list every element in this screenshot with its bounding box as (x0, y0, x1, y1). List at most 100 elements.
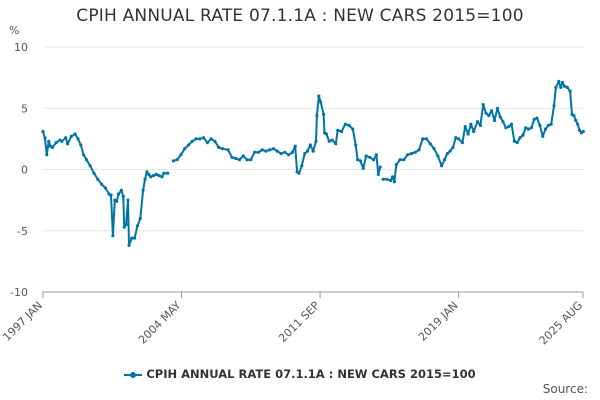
data-point[interactable] (175, 158, 179, 162)
data-point[interactable] (45, 153, 49, 157)
data-point[interactable] (498, 115, 502, 119)
data-point[interactable] (145, 170, 149, 174)
data-point[interactable] (351, 127, 355, 131)
data-point[interactable] (305, 149, 310, 153)
data-point[interactable] (166, 171, 170, 175)
data-point[interactable] (183, 147, 187, 151)
data-point[interactable] (135, 224, 140, 228)
data-point[interactable] (130, 236, 134, 240)
legend[interactable]: CPIH ANNUAL RATE 07.1.1A : NEW CARS 2015… (0, 367, 600, 381)
data-point[interactable] (376, 172, 380, 176)
data-point[interactable] (507, 125, 511, 129)
data-point[interactable] (66, 142, 70, 146)
data-point[interactable] (451, 145, 455, 149)
data-point[interactable] (100, 182, 104, 186)
data-point[interactable] (194, 137, 198, 141)
data-point[interactable] (381, 177, 385, 181)
data-point[interactable] (424, 137, 429, 141)
data-point[interactable] (347, 123, 351, 127)
data-point[interactable] (557, 79, 561, 83)
data-point[interactable] (115, 199, 119, 203)
data-point[interactable] (249, 158, 253, 162)
data-point[interactable] (260, 148, 264, 152)
data-point[interactable] (442, 158, 447, 162)
data-point[interactable] (509, 122, 514, 126)
data-point[interactable] (394, 163, 398, 167)
data-point[interactable] (524, 126, 528, 130)
data-point[interactable] (160, 175, 164, 179)
data-point[interactable] (315, 114, 319, 118)
data-point[interactable] (552, 104, 556, 108)
data-point[interactable] (171, 159, 175, 163)
data-point[interactable] (484, 111, 488, 115)
data-point[interactable] (213, 139, 217, 143)
data-point[interactable] (41, 129, 45, 134)
data-point[interactable] (560, 80, 565, 85)
data-point[interactable] (501, 120, 505, 124)
data-point[interactable] (546, 123, 551, 127)
data-point[interactable] (209, 137, 213, 141)
data-point[interactable] (515, 141, 519, 145)
data-point[interactable] (149, 175, 153, 179)
data-point[interactable] (279, 152, 283, 156)
data-point[interactable] (147, 172, 151, 176)
data-point[interactable] (92, 171, 96, 175)
data-point[interactable] (334, 142, 338, 146)
data-point[interactable] (82, 153, 86, 157)
data-point[interactable] (287, 153, 291, 157)
data-point[interactable] (230, 155, 234, 159)
data-point[interactable] (308, 143, 312, 147)
data-point[interactable] (354, 143, 358, 147)
data-point[interactable] (385, 177, 389, 181)
data-point[interactable] (421, 137, 425, 141)
data-point[interactable] (84, 158, 89, 162)
data-point[interactable] (50, 145, 55, 149)
data-point[interactable] (562, 84, 567, 88)
data-point[interactable] (549, 122, 553, 126)
data-point[interactable] (226, 148, 230, 152)
data-point[interactable] (581, 129, 585, 134)
data-point[interactable] (504, 126, 508, 130)
data-point[interactable] (154, 172, 158, 176)
data-point[interactable] (339, 129, 344, 134)
data-point[interactable] (79, 143, 83, 147)
data-point[interactable] (73, 132, 77, 136)
data-point[interactable] (378, 165, 382, 169)
data-point[interactable] (76, 137, 80, 141)
data-point[interactable] (234, 156, 238, 161)
data-point[interactable] (60, 139, 64, 143)
data-point[interactable] (119, 188, 123, 192)
data-point[interactable] (241, 154, 245, 158)
data-point[interactable] (460, 141, 464, 145)
data-point[interactable] (303, 152, 307, 156)
data-point[interactable] (574, 118, 578, 123)
data-point[interactable] (297, 171, 301, 175)
data-point[interactable] (572, 114, 576, 118)
data-point[interactable] (406, 153, 410, 157)
data-point[interactable] (205, 141, 209, 145)
data-point[interactable] (311, 149, 315, 153)
data-point[interactable] (256, 150, 260, 154)
data-point[interactable] (220, 147, 225, 151)
data-point[interactable] (576, 122, 580, 126)
data-point[interactable] (492, 118, 497, 123)
data-point[interactable] (436, 154, 440, 158)
data-point[interactable] (264, 149, 268, 153)
data-point[interactable] (478, 123, 482, 127)
data-point[interactable] (54, 141, 58, 145)
data-point[interactable] (151, 174, 156, 178)
data-point[interactable] (190, 139, 194, 143)
data-point[interactable] (111, 234, 115, 238)
data-point[interactable] (356, 158, 360, 162)
data-point[interactable] (133, 236, 137, 240)
data-point[interactable] (402, 158, 406, 162)
data-point[interactable] (463, 125, 467, 129)
data-point[interactable] (319, 100, 323, 104)
data-point[interactable] (361, 166, 365, 170)
data-point[interactable] (565, 85, 569, 89)
data-point[interactable] (186, 143, 191, 147)
data-point[interactable] (577, 128, 582, 132)
data-point[interactable] (271, 147, 276, 151)
data-point[interactable] (217, 145, 221, 149)
data-point[interactable] (364, 154, 368, 158)
